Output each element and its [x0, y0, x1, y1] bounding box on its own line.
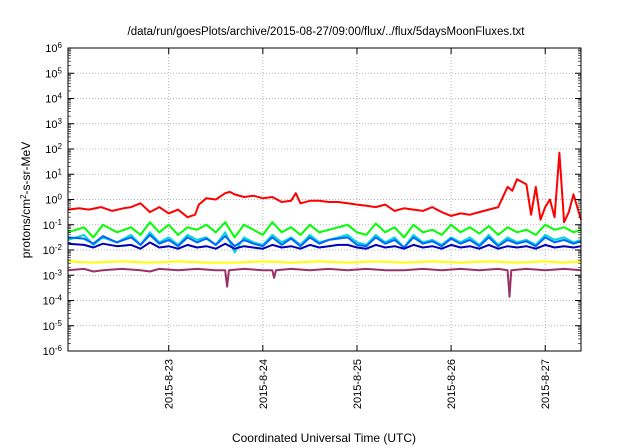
y-tick-label: 102 — [45, 142, 62, 157]
y-tick-label: 10-5 — [43, 318, 63, 333]
y-tick-label: 103 — [45, 116, 62, 131]
y-tick-label: 10-2 — [43, 243, 63, 258]
y-tick-base: 10 — [45, 43, 57, 55]
y-axis-label-post: -s-sr-MeV — [19, 142, 33, 195]
y-tick-exponent: -4 — [55, 293, 63, 302]
chart-title: /data/run/goesPlots/archive/2015-08-27/0… — [128, 26, 526, 38]
y-tick-base: 10 — [43, 220, 55, 232]
x-tick-label: 2015-8-24 — [258, 359, 270, 409]
y-tick-base: 10 — [43, 270, 55, 282]
y-tick-base: 10 — [45, 144, 57, 156]
y-tick-base: 10 — [43, 346, 55, 358]
y-tick-exponent: 2 — [58, 142, 63, 151]
y-axis-label: protons/cm2-s-sr-MeV — [19, 142, 34, 258]
y-tick-exponent: -3 — [55, 268, 63, 277]
x-tick-label: 2015-8-26 — [446, 359, 458, 409]
y-tick-exponent: -1 — [55, 217, 63, 226]
series-line-2 — [67, 221, 582, 239]
y-tick-exponent: 0 — [58, 192, 63, 201]
series-line-5 — [67, 241, 582, 250]
y-axis-ticks: 10610510410310210110010-110-210-310-410-… — [43, 41, 581, 359]
y-tick-exponent: -2 — [55, 243, 63, 252]
y-tick-label: 105 — [45, 66, 62, 81]
y-tick-exponent: 4 — [58, 91, 63, 100]
y-axis-label-pre: protons/cm — [19, 199, 33, 258]
y-axis-label-sup: 2 — [19, 194, 28, 199]
x-axis-label: Coordinated Universal Time (UTC) — [232, 431, 416, 445]
x-tick-label: 2015-8-23 — [164, 359, 176, 409]
series-group — [67, 151, 582, 298]
y-tick-label: 10-3 — [43, 268, 63, 283]
y-tick-label: 10-6 — [43, 344, 63, 359]
y-tick-exponent: 1 — [58, 167, 63, 176]
y-tick-base: 10 — [45, 119, 57, 131]
y-tick-label: 100 — [45, 192, 62, 207]
series-line-6 — [67, 260, 582, 264]
x-tick-label: 2015-8-25 — [352, 359, 364, 409]
y-tick-label: 106 — [45, 41, 62, 56]
y-tick-label: 101 — [45, 167, 62, 182]
y-tick-base: 10 — [45, 94, 57, 106]
y-tick-label: 104 — [45, 91, 62, 106]
series-line-4 — [67, 233, 582, 249]
y-tick-base: 10 — [45, 195, 57, 207]
series-line-7 — [67, 267, 582, 298]
y-tick-label: 10-4 — [43, 293, 63, 308]
y-tick-base: 10 — [43, 245, 55, 257]
y-tick-exponent: -6 — [55, 344, 63, 353]
y-tick-base: 10 — [45, 169, 57, 181]
y-tick-base: 10 — [43, 321, 55, 333]
x-tick-label: 2015-8-27 — [540, 359, 552, 409]
series-line-1 — [67, 151, 582, 224]
plot-frame — [67, 47, 582, 352]
grid — [68, 48, 581, 351]
y-tick-exponent: 6 — [58, 41, 63, 50]
y-tick-base: 10 — [43, 296, 55, 308]
x-axis-ticks: 2015-8-23 2015-8-24 2015-8-25 2015-8-26 2015… — [164, 48, 552, 409]
y-tick-base: 10 — [45, 68, 57, 80]
y-tick-label: 10-1 — [43, 217, 63, 232]
y-tick-exponent: 3 — [58, 116, 63, 125]
y-tick-exponent: -5 — [55, 318, 63, 327]
y-tick-exponent: 5 — [58, 66, 63, 75]
